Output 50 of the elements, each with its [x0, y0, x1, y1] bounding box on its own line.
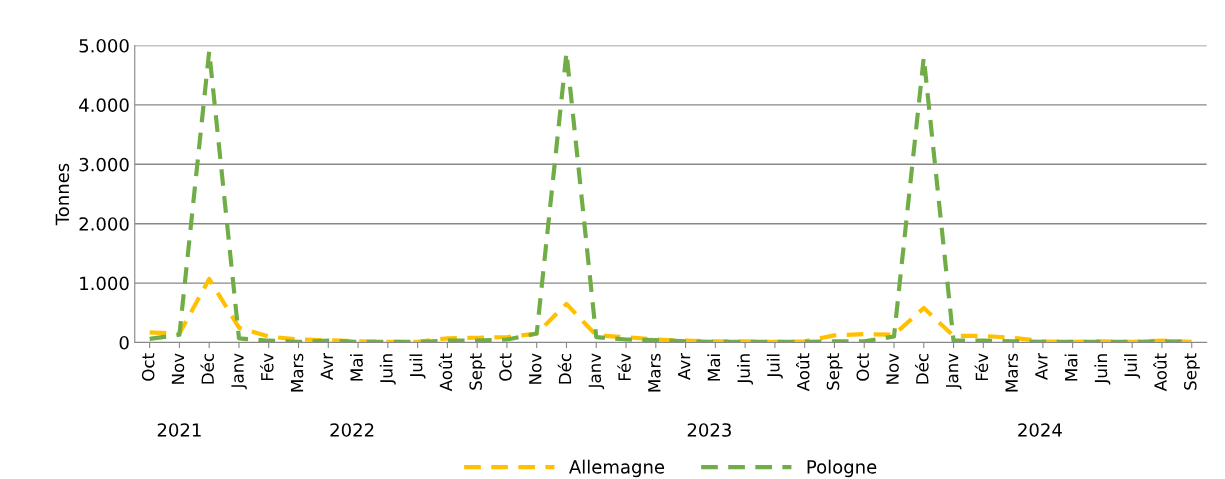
x-tick-label: Fév	[974, 353, 989, 381]
x-tick-label: Avr	[678, 352, 691, 380]
x-tick-label: Mai	[349, 354, 363, 381]
x-tick-label: Sept	[826, 353, 843, 390]
x-tick-label: Déc	[557, 353, 572, 384]
x-tick-label: Fév	[617, 353, 631, 381]
x-tick-label: Juil	[766, 354, 783, 379]
x-tick-label: Juil	[1124, 354, 1141, 379]
legend-label: Allemagne	[569, 459, 665, 478]
x-tick-label: Déc	[200, 353, 215, 384]
text: 2023	[687, 423, 731, 437]
x-tick-label: Mai	[707, 354, 721, 381]
x-tick-label: Mars	[290, 353, 304, 392]
text: 2021	[157, 423, 201, 437]
y-tick-label: 5.000	[79, 38, 129, 53]
x-tick-label: Nov	[886, 353, 899, 384]
x-tick-label: Oct	[141, 353, 155, 381]
y-tick-label: 0	[119, 335, 129, 350]
x-tick-label: Oct	[499, 353, 512, 381]
x-tick-label: Nov	[529, 353, 542, 384]
x-tick-label: Août	[438, 353, 453, 392]
y-tick-label: 4.000	[79, 98, 129, 113]
x-tick-label: Avr	[320, 352, 333, 380]
x-tick-label: Juin	[1094, 354, 1111, 385]
x-tick-label: Sept	[469, 353, 486, 390]
x-tick-label: Janv	[588, 353, 605, 390]
x-tick-label: Août	[795, 353, 810, 392]
x-tick-label: Déc	[915, 353, 929, 384]
x-tick-label: Mars	[1005, 353, 1018, 392]
text: 2022	[330, 423, 374, 437]
x-tick-label: Mars	[648, 353, 661, 392]
y-tick-label: 1.000	[80, 276, 129, 291]
x-tick-label: Août	[1153, 353, 1167, 392]
x-tick-label: Avr	[1035, 352, 1048, 380]
x-tick-label: Oct	[856, 353, 870, 381]
x-tick-label: Juil	[409, 354, 426, 379]
x-tick-label: Nov	[171, 353, 185, 384]
x-tick-label: Fév	[260, 353, 274, 381]
x-tick-label: Juin	[379, 354, 396, 385]
line-series	[147, 276, 1194, 343]
y-axis-title: Tonnes	[55, 163, 70, 226]
x-tick-label: Mai	[1064, 354, 1078, 381]
x-tick-label: Sept	[1183, 353, 1200, 390]
y-tick-label: 2.000	[79, 217, 129, 231]
text: 2024	[1018, 423, 1062, 437]
x-tick-label: Janv	[945, 353, 962, 390]
x-tick-label: Juin	[737, 354, 754, 385]
y-tick-label: 3.000	[79, 157, 129, 172]
x-tick-label: Janv	[231, 353, 247, 390]
legend-label: Pologne	[807, 459, 877, 478]
